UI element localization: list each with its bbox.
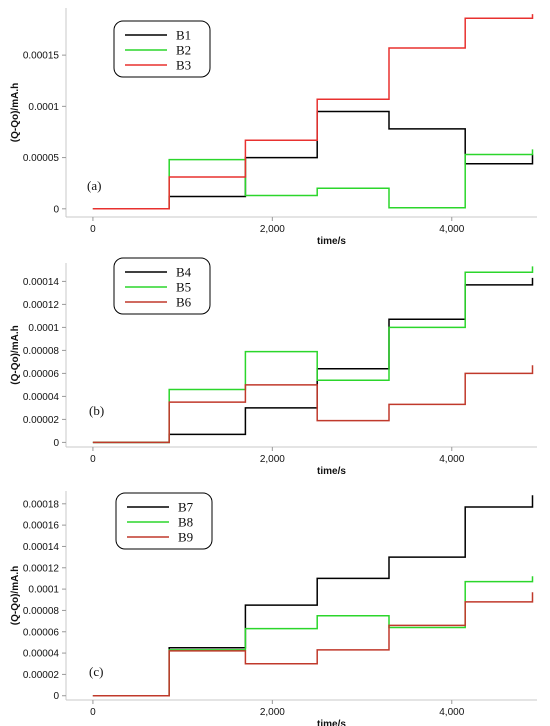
y-tick-label: 0.00012	[23, 563, 60, 574]
legend-box	[113, 20, 211, 78]
y-tick-label: 0.00015	[23, 51, 60, 62]
y-tick-label: 0.0001	[28, 323, 59, 334]
series-line-B8	[92, 576, 534, 697]
y-tick-label: 0.00006	[23, 369, 60, 380]
series-line-B6	[92, 365, 534, 444]
x-tick-label: 0	[90, 707, 96, 718]
x-tick-label: 0	[90, 454, 96, 465]
legend-label-B2: B2	[176, 43, 191, 58]
y-tick-label: 0.0001	[28, 585, 59, 596]
series-line-B7	[92, 495, 534, 697]
legend-label-B7: B7	[178, 500, 194, 515]
chart-panel-1: 0 0.00005 0.0001 0.00015 0 2,000 4,000 time/s (Q…	[10, 8, 537, 247]
y-tick-label: 0.0001	[28, 102, 59, 113]
x-tick-label: 2,000	[260, 454, 285, 465]
x-tick-label: 4,000	[439, 707, 464, 718]
y-tick-label: 0.00018	[23, 499, 60, 510]
y-tick-label: 0.00016	[23, 521, 60, 532]
x-axis-title: time/s	[317, 719, 346, 726]
y-axis-title: (Q-Qo)/mA.h	[10, 325, 21, 384]
x-tick-label: 2,000	[260, 224, 285, 235]
y-tick-label: 0.00002	[23, 670, 60, 681]
y-tick-label: 0	[53, 691, 59, 702]
legend-label-B9: B9	[178, 530, 193, 545]
y-tick-label: 0.00014	[23, 542, 60, 553]
x-tick-label: 4,000	[439, 224, 464, 235]
legend-label-B6: B6	[176, 295, 192, 310]
chart-panel-3: 0 0.00002 0.00004 0.00006 0.00008 0.0001 0.000…	[10, 491, 537, 726]
y-axis-title: (Q-Qo)/mA.h	[10, 566, 21, 625]
x-tick-label: 4,000	[439, 454, 464, 465]
legend-label-B5: B5	[176, 280, 191, 295]
series-line-B2	[92, 149, 534, 210]
panel-label: (b)	[89, 403, 104, 418]
series-line-B9	[92, 592, 534, 697]
legend-label-B8: B8	[178, 515, 193, 530]
panel-label: (c)	[89, 664, 103, 679]
panel-label: (a)	[87, 178, 101, 193]
y-tick-label: 0.00012	[23, 300, 60, 311]
y-tick-label: 0.00004	[23, 392, 60, 403]
y-tick-label: 0	[53, 204, 59, 215]
legend-box	[115, 492, 213, 550]
y-tick-label: 0.00008	[23, 346, 60, 357]
y-tick-label: 0.00006	[23, 627, 60, 638]
x-tick-label: 0	[90, 224, 96, 235]
y-tick-label: 0.00004	[23, 649, 60, 660]
y-tick-label: 0.00014	[23, 277, 60, 288]
x-axis-title: time/s	[317, 236, 346, 247]
legend-label-B1: B1	[176, 28, 191, 43]
x-axis-title: time/s	[317, 466, 346, 477]
y-axis-title: (Q-Qo)/mA.h	[10, 83, 21, 142]
y-tick-label: 0.00008	[23, 606, 60, 617]
y-tick-label: 0	[53, 438, 59, 449]
legend-box	[113, 257, 211, 315]
series-line-B1	[92, 110, 534, 210]
series-line-B3	[92, 14, 534, 210]
legend-label-B4: B4	[176, 265, 192, 280]
legend-label-B3: B3	[176, 58, 191, 73]
series-line-B5	[92, 266, 534, 444]
y-tick-label: 0.00002	[23, 415, 60, 426]
x-tick-label: 2,000	[260, 707, 285, 718]
chart-panel-2: 0 0.00002 0.00004 0.00006 0.00008 0.0001 0.000…	[10, 257, 537, 477]
y-tick-label: 0.00005	[23, 153, 60, 164]
